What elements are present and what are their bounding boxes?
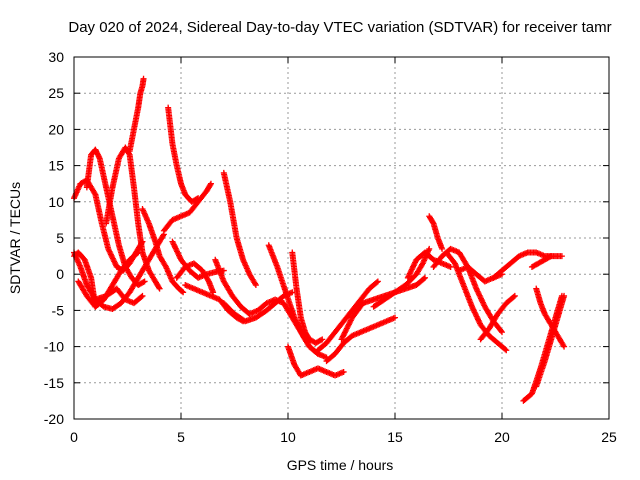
data-point	[373, 279, 380, 286]
data-point	[134, 250, 141, 257]
data-point	[392, 314, 398, 321]
data-point	[207, 181, 214, 188]
y-tick-label: -20	[44, 411, 64, 427]
series-track-36	[528, 253, 555, 270]
data-point	[498, 327, 505, 334]
data-point	[317, 337, 324, 344]
series-track-3	[103, 144, 163, 292]
x-tick-label: 5	[177, 429, 185, 445]
x-tick-label: 0	[70, 429, 78, 445]
data-point	[421, 274, 428, 281]
data-point	[426, 245, 433, 252]
y-tick-label: 30	[48, 49, 64, 65]
x-tick-label: 15	[387, 429, 403, 445]
y-tick-label: 20	[48, 121, 64, 137]
series-track-30	[456, 263, 505, 285]
y-tick-label: 0	[56, 266, 64, 282]
data-point	[340, 368, 347, 375]
data-point	[179, 288, 186, 295]
series-track-8	[71, 249, 99, 310]
data-point	[156, 285, 163, 292]
x-tick-label: 25	[601, 429, 617, 445]
series-track-29	[443, 249, 510, 354]
x-tick-label: 20	[494, 429, 510, 445]
x-axis-label: GPS time / hours	[287, 457, 394, 473]
data-point	[558, 253, 565, 260]
y-tick-label: -10	[44, 339, 64, 355]
axis-ticks: 0 5 10 15 20 25 30 25 20 15 10 5 0 -5 -10 -15 -20	[44, 49, 617, 445]
y-tick-label: 5	[56, 230, 64, 246]
data-point	[510, 293, 517, 300]
data-point	[140, 279, 147, 286]
y-axis-label: SDTVAR / TECUs	[7, 182, 23, 294]
series-track-35	[533, 285, 568, 350]
data-point	[135, 249, 142, 256]
data-point	[503, 347, 510, 354]
series-track-6	[165, 104, 202, 205]
series-track-17	[220, 289, 296, 325]
series-track-12	[160, 180, 214, 234]
data-point	[160, 232, 167, 239]
data-point	[252, 282, 259, 289]
data-point	[207, 180, 214, 187]
data-point	[429, 219, 436, 226]
x-tick-label: 10	[280, 429, 296, 445]
data-point	[561, 292, 568, 299]
data-point	[439, 245, 446, 252]
data-point	[511, 292, 518, 299]
chart-title: Day 020 of 2024, Sidereal Day-to-day VTE…	[68, 19, 611, 36]
series-track-34	[533, 292, 568, 390]
y-tick-label: 10	[48, 194, 64, 210]
data-series	[71, 75, 568, 404]
data-point	[499, 329, 505, 336]
data-point	[374, 278, 381, 285]
y-tick-label: -5	[52, 302, 65, 318]
y-tick-label: 25	[48, 85, 64, 101]
data-point	[180, 289, 187, 296]
y-tick-label: 15	[48, 158, 64, 174]
data-point	[561, 343, 568, 350]
series-track-27	[426, 213, 446, 252]
data-point	[319, 336, 326, 343]
data-point	[140, 75, 147, 82]
data-point	[141, 278, 148, 285]
y-tick-label: -15	[44, 375, 64, 391]
series-track-23	[323, 314, 398, 365]
series-track-19	[280, 300, 330, 361]
series-track-31	[477, 292, 518, 343]
data-point	[420, 275, 427, 282]
data-point	[155, 284, 162, 291]
data-point	[139, 292, 146, 299]
data-point	[548, 253, 555, 260]
data-point	[210, 289, 217, 296]
series-track-20	[289, 249, 326, 346]
grid-lines	[74, 57, 609, 419]
data-point	[91, 190, 98, 197]
series-track-22	[314, 278, 381, 354]
data-point	[546, 253, 553, 260]
data-point	[220, 267, 227, 274]
data-point	[502, 346, 509, 353]
data-point	[138, 293, 145, 300]
series-track-4	[126, 75, 147, 155]
series-track-15	[220, 169, 259, 289]
series-track-10	[92, 285, 146, 307]
series-track-21	[285, 343, 347, 379]
data-point	[447, 263, 454, 270]
